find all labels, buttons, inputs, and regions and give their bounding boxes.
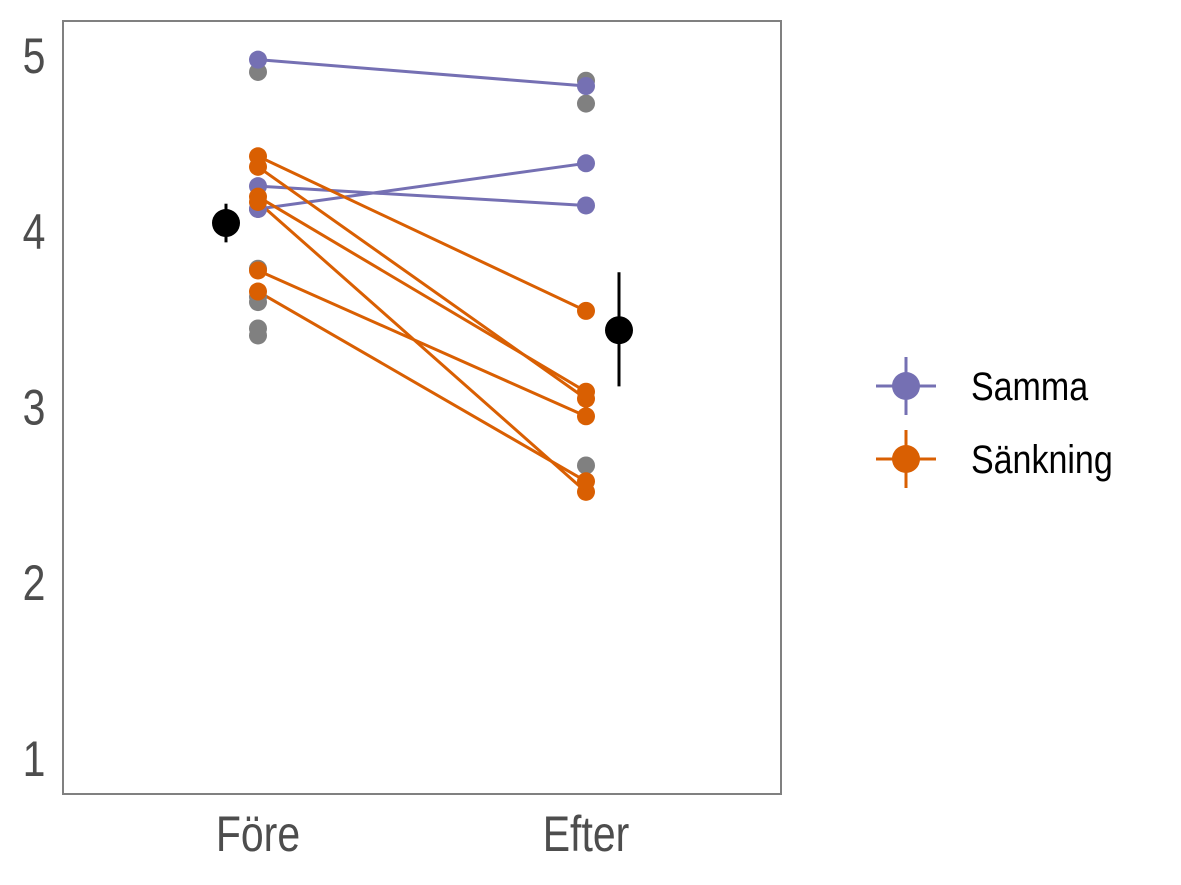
- x-tick-label: Före: [216, 806, 300, 862]
- pair-line: [257, 269, 587, 418]
- paired-lines-layer: [257, 58, 587, 493]
- legend: Samma Sänkning: [876, 357, 1113, 488]
- pair-line: [257, 184, 587, 207]
- data-point: [577, 472, 595, 491]
- x-tick-label: Efter: [543, 806, 630, 862]
- legend-item: Sänkning: [876, 430, 1113, 488]
- points-layer: [249, 50, 595, 501]
- means-layer: [212, 203, 633, 387]
- data-point: [249, 157, 267, 176]
- data-point: [577, 77, 595, 96]
- mean-point: [605, 316, 633, 345]
- y-tick-label: 5: [23, 28, 46, 84]
- data-point: [577, 154, 595, 173]
- data-point: [577, 301, 595, 320]
- data-point: [249, 282, 267, 301]
- y-axis-ticks: 1 2 3 4 5: [23, 28, 46, 786]
- data-point: [577, 382, 595, 401]
- y-tick-label: 2: [23, 555, 46, 611]
- legend-key-point: [892, 445, 920, 473]
- unmatched-point: [577, 456, 595, 475]
- pair-line: [257, 161, 587, 211]
- y-tick-label: 3: [23, 380, 46, 436]
- pair-line: [257, 58, 587, 88]
- y-tick-label: 4: [23, 204, 46, 260]
- unmatched-point: [249, 326, 267, 345]
- data-point: [577, 196, 595, 215]
- data-point: [249, 192, 267, 211]
- pair-line: [257, 154, 587, 313]
- pair-line: [257, 200, 587, 493]
- legend-label: Sänkning: [971, 436, 1113, 481]
- unmatched-point: [577, 94, 595, 113]
- data-point: [249, 261, 267, 280]
- pair-line: [257, 290, 587, 483]
- legend-item: Samma: [876, 357, 1088, 415]
- legend-key-point: [892, 372, 920, 400]
- y-tick-label: 1: [23, 731, 46, 787]
- data-point: [249, 50, 267, 69]
- data-point: [577, 407, 595, 426]
- pair-line: [257, 195, 587, 393]
- x-axis-ticks: Före Efter: [216, 806, 629, 862]
- plot-panel-border: [62, 20, 782, 795]
- unmatched-point: [249, 62, 267, 81]
- mean-point: [212, 209, 240, 238]
- legend-label: Samma: [971, 363, 1088, 408]
